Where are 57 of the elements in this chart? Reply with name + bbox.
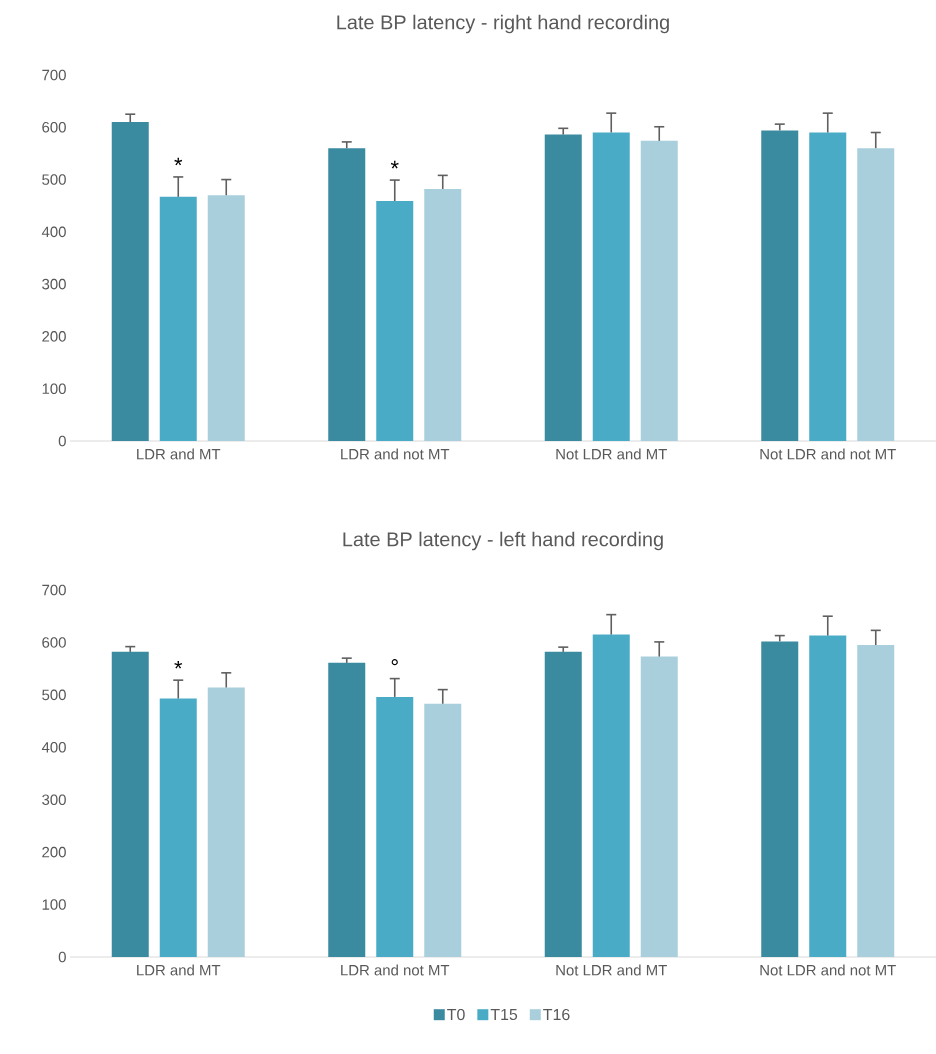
chart-title: Late BP latency - right hand recording	[337, 14, 669, 34]
y-tick-label: 0	[58, 951, 66, 963]
bar	[111, 651, 149, 957]
bar	[424, 188, 462, 441]
bar	[328, 662, 366, 957]
bar	[376, 696, 414, 957]
y-tick-label: 200	[42, 846, 66, 858]
y-tick-label: 700	[42, 69, 66, 81]
y-tick-label: 100	[42, 899, 66, 910]
bar	[809, 635, 847, 957]
bar	[592, 634, 630, 957]
legend-label: T15	[490, 1008, 518, 1021]
x-tick-label: LDR and MT	[137, 964, 221, 976]
y-tick-label: 500	[42, 174, 66, 185]
y-tick-label: 600	[42, 121, 66, 133]
x-tick-label: Not LDR and MT	[556, 964, 667, 976]
y-tick-label: 200	[42, 331, 66, 342]
bar	[544, 134, 582, 441]
y-tick-label: 500	[42, 689, 66, 701]
bar	[328, 148, 366, 441]
bar	[809, 132, 847, 441]
bar	[424, 703, 462, 957]
y-tick-label: 300	[42, 794, 66, 805]
annotation: *	[390, 160, 399, 169]
bar	[761, 641, 799, 957]
bar	[159, 698, 197, 957]
y-tick-label: 100	[42, 383, 66, 394]
y-tick-label: 400	[41, 741, 66, 753]
x-tick-label: Not LDR and not MT	[760, 448, 896, 460]
bar	[207, 195, 245, 441]
bar	[857, 645, 895, 957]
bar	[544, 651, 582, 957]
x-tick-label: Not LDR and not MT	[760, 964, 896, 976]
y-tick-label: 700	[42, 584, 66, 596]
bar	[111, 122, 149, 441]
bar	[640, 656, 678, 957]
bar	[761, 130, 799, 441]
annotation: *	[174, 660, 183, 669]
bar	[640, 140, 678, 441]
x-tick-label: LDR and not MT	[341, 448, 450, 460]
bar	[159, 196, 197, 441]
bar	[857, 148, 895, 441]
y-tick-label: 400	[41, 226, 66, 238]
bar	[592, 132, 630, 441]
annotation: °	[391, 659, 398, 666]
bar	[376, 201, 414, 441]
legend-label: T16	[543, 1008, 570, 1021]
y-tick-label: 0	[58, 435, 66, 447]
bar	[207, 687, 245, 957]
y-tick-label: 300	[42, 278, 66, 290]
x-tick-label: Not LDR and MT	[556, 448, 667, 460]
x-tick-label: LDR and MT	[137, 448, 221, 460]
y-tick-label: 600	[42, 637, 66, 648]
chart-title: Late BP latency - left hand recording	[343, 531, 663, 551]
legend-label: T0	[447, 1008, 465, 1021]
annotation: *	[174, 157, 183, 166]
x-tick-label: LDR and not MT	[341, 964, 450, 976]
